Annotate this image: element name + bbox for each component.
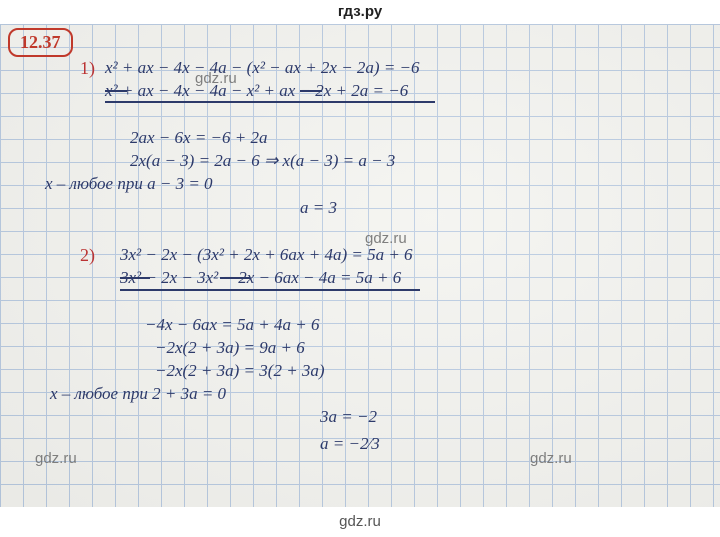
watermark: gdz.ru — [530, 450, 572, 467]
math-line: x – любое при a − 3 = 0 — [45, 174, 213, 194]
site-footer: gdz.ru — [0, 507, 720, 537]
math-line: −2x(2 + 3a) = 9a + 6 — [155, 338, 305, 358]
math-line: 3a = −2 — [320, 407, 377, 427]
watermark: gdz.ru — [35, 450, 77, 467]
math-line: x – любое при 2 + 3a = 0 — [50, 384, 226, 404]
math-line: a = −2⁄3 — [320, 434, 380, 454]
underline — [105, 101, 435, 103]
math-line: 2x(a − 3) = 2a − 6 ⇒ x(a − 3) = a − 3 — [130, 151, 395, 171]
math-line: a = 3 — [300, 198, 337, 218]
site-header: гдз.ру — [0, 0, 720, 24]
cancel-strike — [300, 90, 322, 92]
part-1-marker: 1) — [80, 58, 95, 79]
math-line: 3x² − 2x − (3x² + 2x + 6ax + 4a) = 5a + … — [120, 245, 413, 265]
math-line: x² + ax − 4x − 4a − x² + ax − 2x + 2a = … — [105, 81, 408, 101]
math-line: −4x − 6ax = 5a + 4a + 6 — [145, 315, 319, 335]
underline — [120, 289, 420, 291]
problem-number-box: 12.37 — [8, 28, 73, 57]
math-line: 2ax − 6x = −6 + 2a — [130, 128, 267, 148]
cancel-strike — [105, 90, 127, 92]
math-line: −2x(2 + 3a) = 3(2 + 3a) — [155, 361, 325, 381]
math-line: 3x² − 2x − 3x² − 2x − 6ax − 4a = 5a + 6 — [120, 268, 401, 288]
cancel-strike — [220, 277, 250, 279]
math-line: x² + ax − 4x − 4a − (x² − ax + 2x − 2a) … — [105, 58, 420, 78]
cancel-strike — [120, 277, 150, 279]
part-2-marker: 2) — [80, 245, 95, 266]
